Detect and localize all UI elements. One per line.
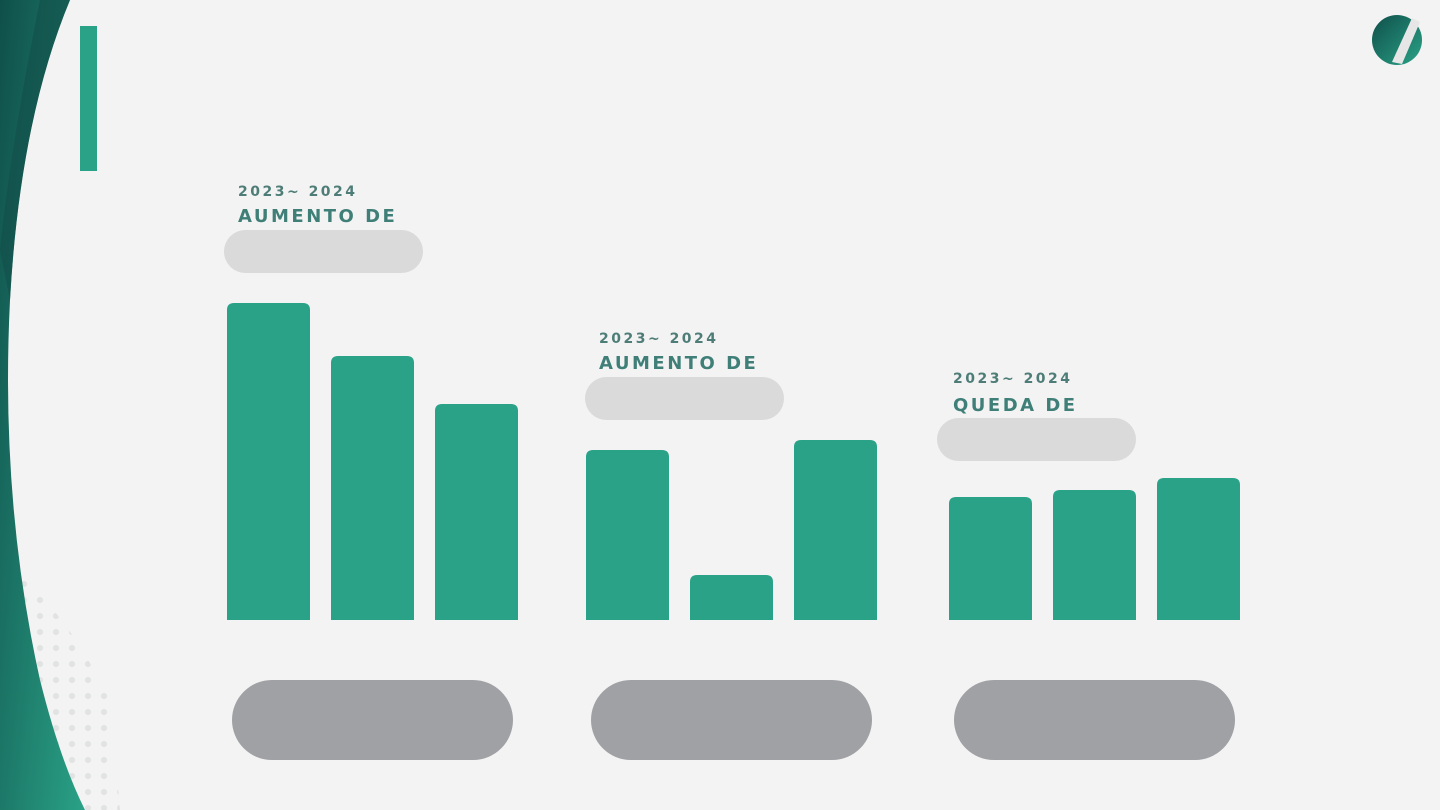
label-pill [232,680,513,760]
bar [1157,478,1240,620]
chart-subtitle: 2023~ 2024 [238,184,358,200]
label-pill [591,680,872,760]
accent-bar [80,26,97,171]
bar [1053,490,1136,620]
chart-subtitle: 2023~ 2024 [953,371,1073,387]
placeholder-pill [585,377,784,420]
bar [586,450,669,620]
left-swoosh [0,0,85,810]
chart-subtitle: 2023~ 2024 [599,331,719,347]
bar [435,404,518,620]
bar [227,303,310,620]
bar [331,356,414,620]
chart-title: AUMENTO DE [238,206,397,227]
logo-mark [1392,18,1420,64]
chart-title: AUMENTO DE [599,353,758,374]
placeholder-pill [937,418,1136,461]
left-swoosh-shade [0,0,70,300]
bar [794,440,877,620]
placeholder-pill [224,230,423,273]
chart-title: QUEDA DE [953,395,1078,416]
bar [690,575,773,620]
bar [949,497,1032,620]
label-pill [954,680,1235,760]
